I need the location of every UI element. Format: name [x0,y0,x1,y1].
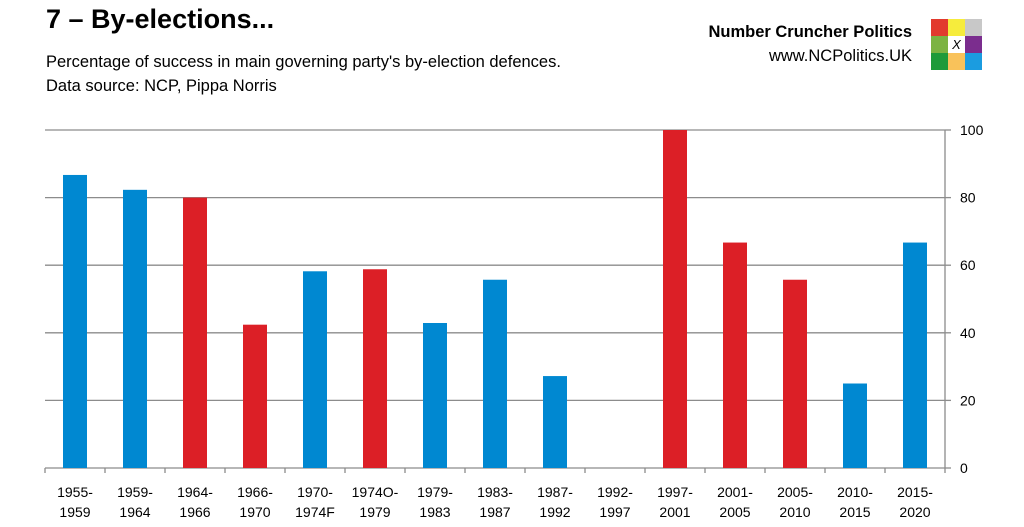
x-tick-label: 2010 [779,504,810,520]
logo-cell [931,53,948,70]
y-tick-label: 40 [960,325,976,341]
logo-cell [931,19,948,36]
bar [723,242,747,468]
x-tick-label: 1987 [479,504,510,520]
x-tick-label: 1966 [179,504,210,520]
bar [663,130,687,468]
logo-cell: X [948,36,965,53]
y-tick-label: 0 [960,460,968,476]
x-tick-label: 2001- [717,484,753,500]
logo-cell [948,19,965,36]
subtitle-line: Percentage of success in main governing … [46,53,561,71]
x-tick-label: 1955- [57,484,93,500]
x-tick-label: 1964- [177,484,213,500]
x-tick-label: 1983 [419,504,450,520]
x-tick-label: 1970 [239,504,270,520]
x-tick-label: 2001 [659,504,690,520]
y-tick-label: 60 [960,257,976,273]
bar [63,174,87,469]
x-tick-label: 1974O- [352,484,399,500]
x-tick-label: 1992 [539,504,570,520]
x-tick-label: 1970- [297,484,333,500]
y-tick-label: 20 [960,392,976,408]
bar [783,279,807,468]
bar [303,271,327,468]
bar [483,279,507,468]
x-tick-label: 1979 [359,504,390,520]
x-tick-label: 2005- [777,484,813,500]
x-tick-label: 2015 [839,504,870,520]
x-tick-label: 1974F [295,504,335,520]
bar [843,383,867,468]
brand: Number Cruncher Politics www.NCPolitics.… [708,20,912,68]
logo-cell [931,36,948,53]
brand-url: www.NCPolitics.UK [768,47,912,65]
x-tick-label: 1966- [237,484,273,500]
bar [903,242,927,468]
x-tick-label: 1964 [119,504,150,520]
x-tick-label: 1959 [59,504,90,520]
x-tick-label: 2005 [719,504,750,520]
x-tick-label: 1992- [597,484,633,500]
data-source-line: Data source: NCP, Pippa Norris [46,77,277,95]
x-tick-label: 1987- [537,484,573,500]
ncp-logo: X [931,19,982,70]
x-tick-label: 1997- [657,484,693,500]
y-tick-label: 100 [960,122,984,138]
x-tick-label: 1983- [477,484,513,500]
x-tick-label: 2015- [897,484,933,500]
x-tick-label: 2020 [899,504,930,520]
brand-name: Number Cruncher Politics [708,23,912,41]
bar [183,197,207,468]
y-tick-label: 80 [960,190,976,206]
logo-cell [965,36,982,53]
bar [123,189,147,469]
x-tick-label: 2010- [837,484,873,500]
chart-title: 7 – By-elections... [46,4,275,34]
x-tick-label: 1997 [599,504,630,520]
x-tick-label: 1959- [117,484,153,500]
bar [363,269,387,468]
logo-cell [948,53,965,70]
bar [423,322,447,468]
logo-cell [965,19,982,36]
bar [243,324,267,468]
x-tick-label: 1979- [417,484,453,500]
chart-subtitle: Percentage of success in main governing … [46,50,561,98]
logo-cell [965,53,982,70]
bar [543,376,567,468]
